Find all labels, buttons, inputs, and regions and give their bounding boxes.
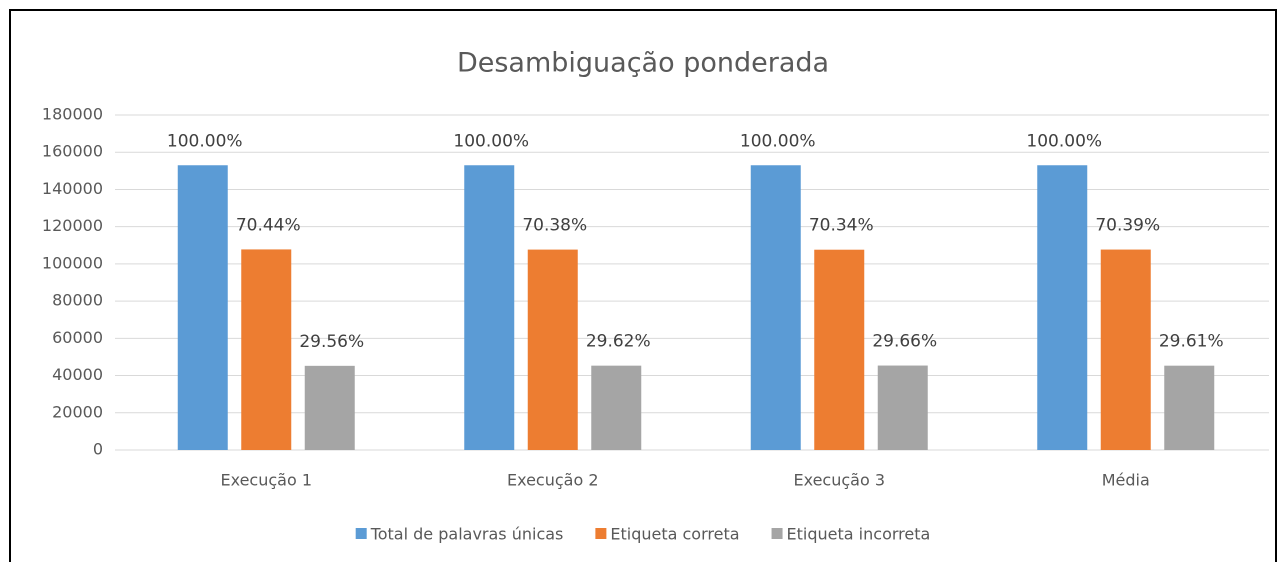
legend-label: Total de palavras únicas [370, 525, 564, 544]
data-label: 70.34% [809, 216, 874, 236]
y-tick-label: 180000 [42, 105, 103, 124]
bar [877, 365, 928, 450]
legend-label: Etiqueta correta [610, 525, 739, 544]
bar [527, 249, 578, 450]
bar [241, 249, 292, 450]
data-label: 29.56% [299, 332, 364, 352]
y-tick-label: 140000 [42, 179, 103, 198]
legend-swatch [355, 528, 367, 539]
bar [814, 249, 865, 450]
bar [591, 365, 642, 450]
bar [464, 165, 515, 450]
y-tick-label: 80000 [52, 291, 103, 310]
bar [1164, 365, 1215, 450]
legend-swatch [771, 528, 783, 539]
data-label: 70.38% [522, 216, 587, 236]
x-tick-label: Execução 2 [507, 471, 599, 490]
y-tick-label: 100000 [42, 253, 103, 272]
data-label: 29.61% [1159, 332, 1224, 352]
y-tick-label: 20000 [52, 402, 103, 421]
legend-swatch [595, 528, 607, 539]
data-label: 100.00% [1026, 131, 1102, 151]
data-label: 70.39% [1095, 216, 1160, 236]
x-tick-label: Média [1102, 471, 1150, 490]
x-tick-label: Execução 1 [220, 471, 312, 490]
y-tick-label: 0 [93, 440, 103, 459]
data-label: 70.44% [236, 215, 301, 235]
chart-border [9, 9, 1277, 562]
x-tick-label: Execução 3 [793, 471, 885, 490]
y-tick-label: 40000 [52, 365, 103, 384]
legend-label: Etiqueta incorreta [787, 525, 931, 544]
bar [1037, 165, 1088, 450]
data-label: 29.66% [872, 332, 937, 352]
y-tick-label: 60000 [52, 328, 103, 347]
chart-title: Desambiguação ponderada [457, 48, 829, 79]
data-label: 100.00% [740, 131, 816, 151]
bar [750, 165, 801, 450]
bar [177, 165, 228, 450]
bar [1100, 249, 1151, 450]
data-label: 100.00% [167, 131, 243, 151]
data-label: 29.62% [586, 332, 651, 352]
y-tick-label: 120000 [42, 216, 103, 235]
data-label: 100.00% [453, 131, 529, 151]
bar [304, 365, 355, 450]
y-tick-label: 160000 [42, 142, 103, 161]
